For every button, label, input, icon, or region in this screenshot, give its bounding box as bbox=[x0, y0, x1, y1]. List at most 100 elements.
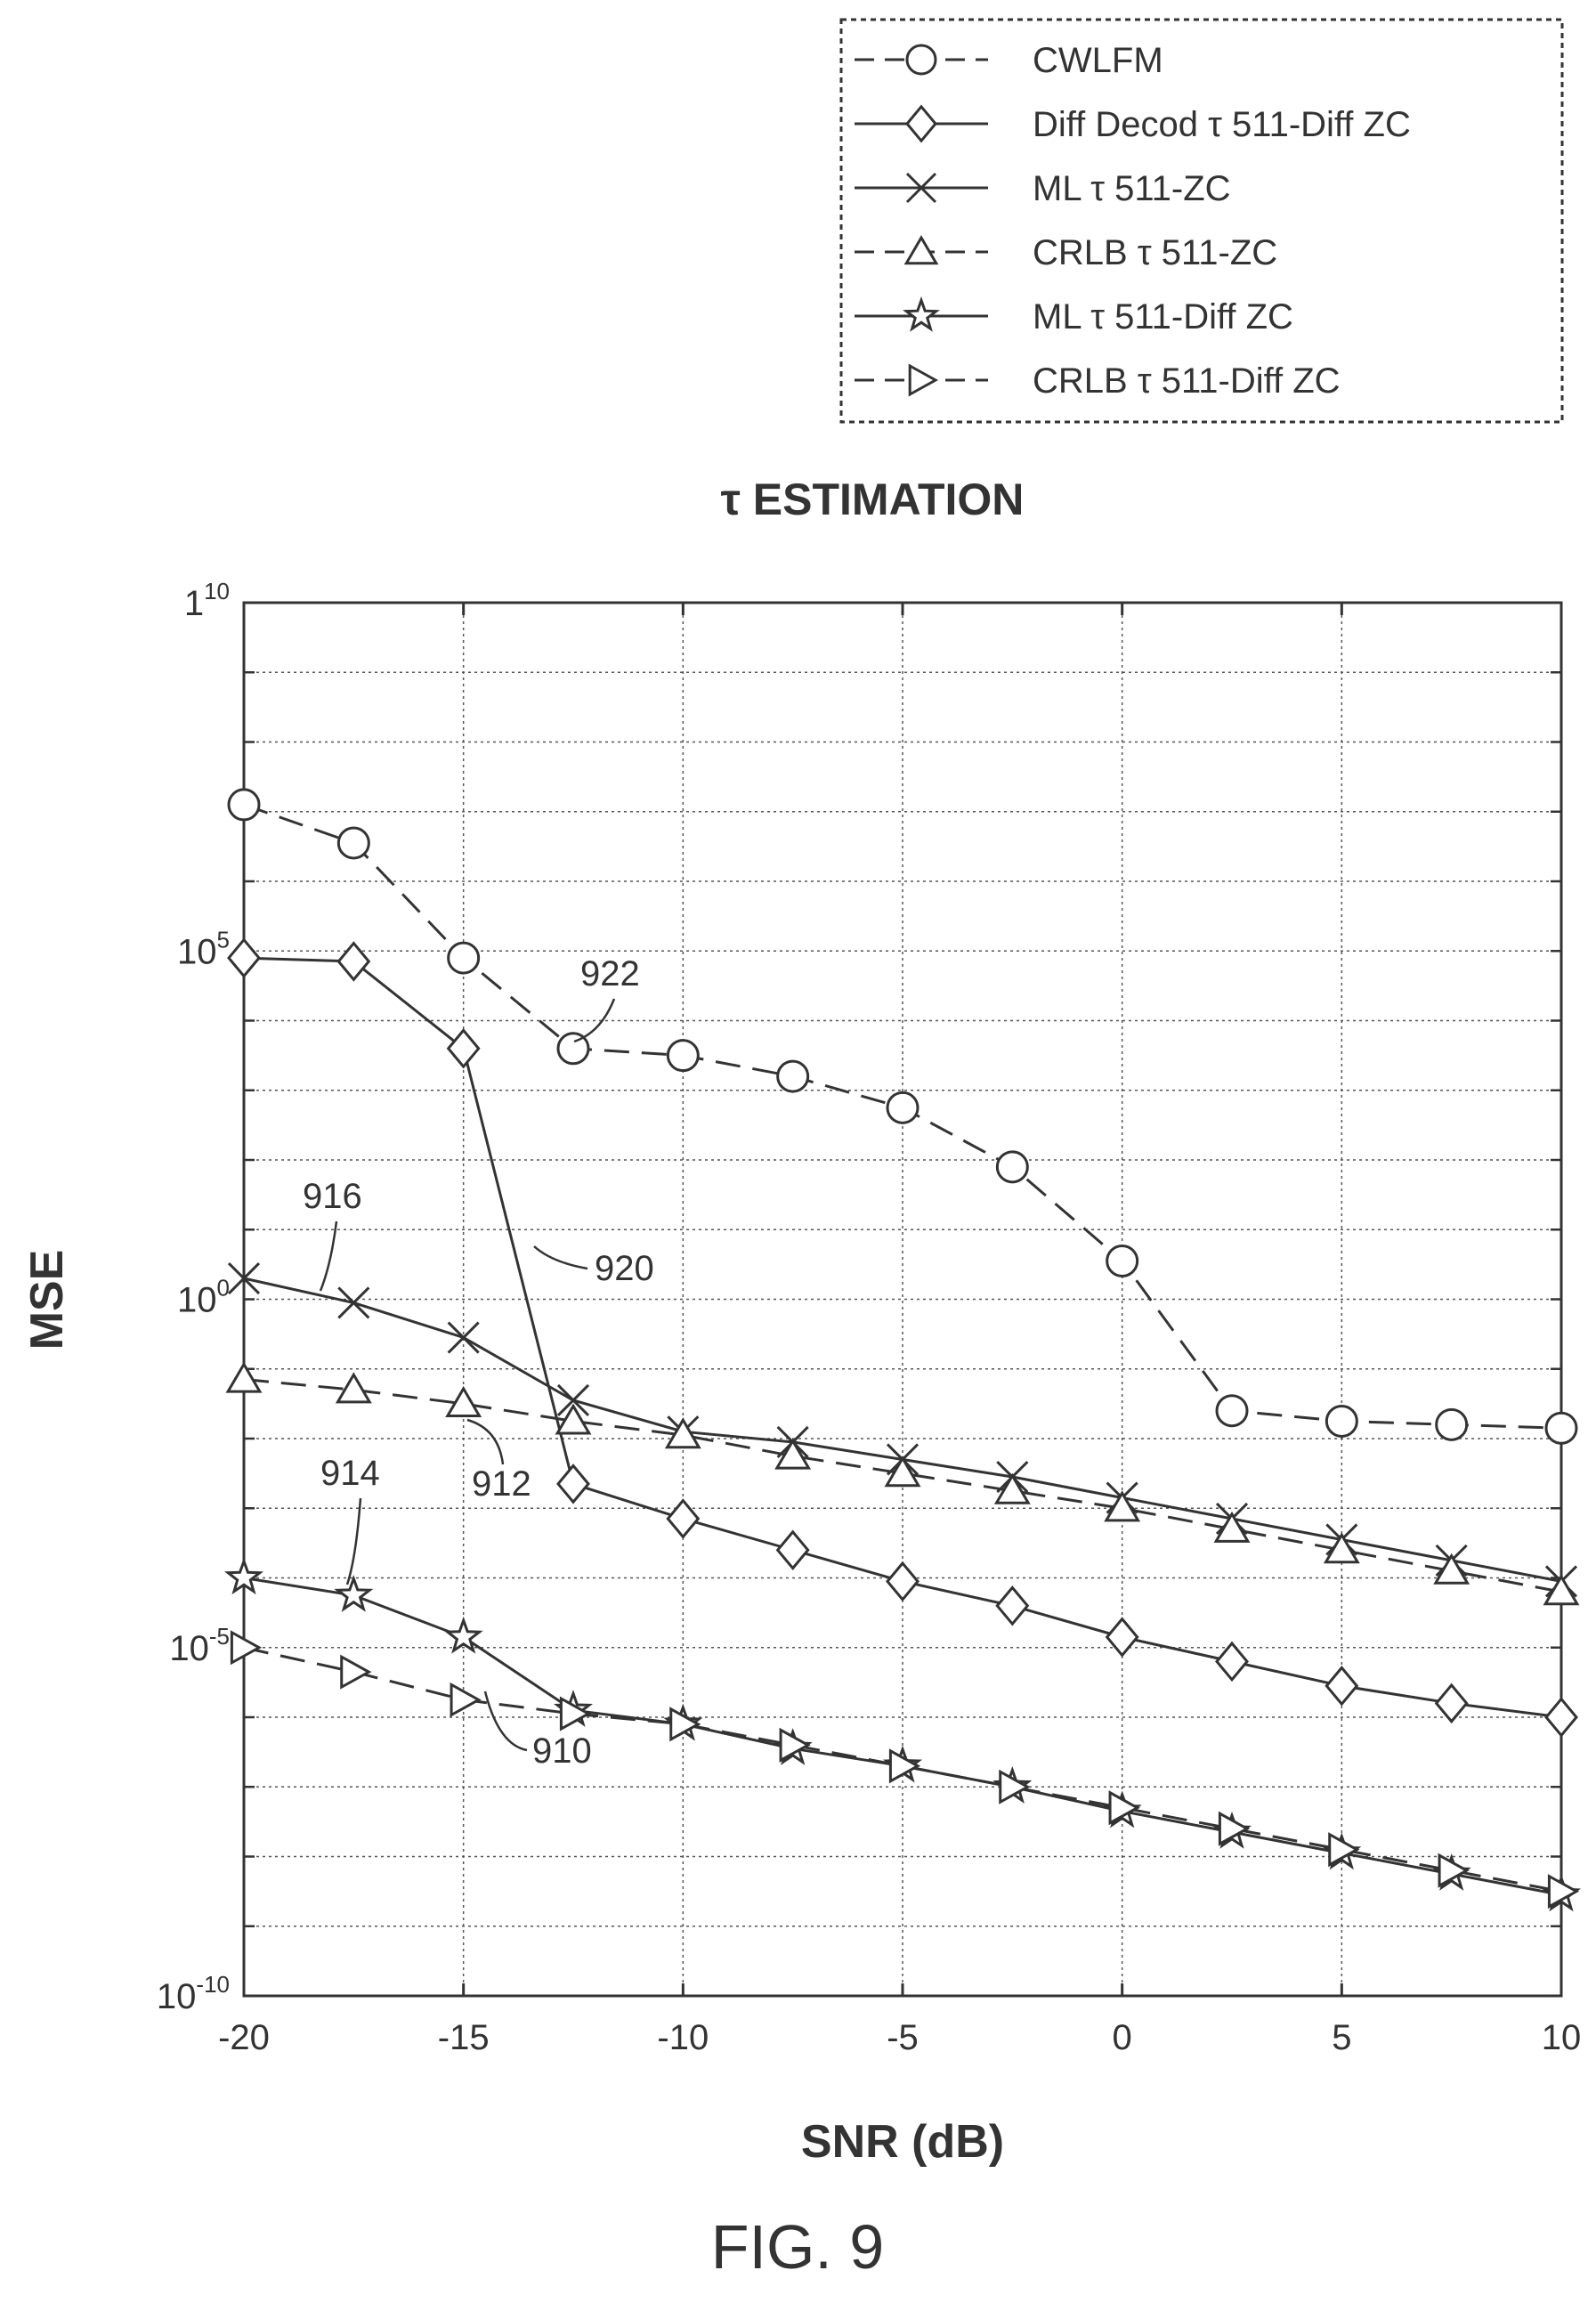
annotation-leader bbox=[533, 1245, 588, 1270]
annotation-leader bbox=[466, 1418, 505, 1465]
annotation-callout: 916 bbox=[303, 1177, 362, 1292]
annotation-label: 916 bbox=[303, 1177, 362, 1216]
data-point bbox=[888, 1748, 921, 1784]
data-point bbox=[1105, 1617, 1139, 1658]
data-point bbox=[1544, 1697, 1578, 1738]
series-diamond bbox=[227, 937, 1578, 1738]
annotation-label: 910 bbox=[532, 1731, 592, 1771]
data-point bbox=[556, 1383, 590, 1417]
legend-frame bbox=[839, 18, 1564, 424]
legend-marker bbox=[903, 296, 940, 332]
annotation-callout: 910 bbox=[483, 1691, 592, 1771]
x-tick-label: -15 bbox=[438, 2018, 490, 2057]
data-point bbox=[666, 1498, 701, 1539]
data-point bbox=[884, 1456, 921, 1488]
annotation-label: 920 bbox=[595, 1249, 654, 1288]
data-point bbox=[556, 1032, 590, 1066]
data-point bbox=[1108, 1790, 1140, 1826]
data-point bbox=[1544, 1411, 1578, 1445]
data-point bbox=[995, 1150, 1029, 1184]
data-point bbox=[779, 1727, 811, 1763]
data-point bbox=[559, 1696, 592, 1731]
data-point bbox=[227, 1261, 261, 1295]
series-triangle bbox=[225, 1361, 1580, 1606]
legend-marker bbox=[908, 363, 939, 397]
figure-label: FIG. 9 bbox=[711, 2212, 884, 2282]
legend-marker bbox=[905, 172, 937, 204]
annotation-label: 914 bbox=[320, 1454, 380, 1493]
annotation-callout: 912 bbox=[466, 1418, 531, 1504]
data-point bbox=[1213, 1511, 1251, 1543]
data-point bbox=[886, 1561, 920, 1602]
data-point bbox=[335, 1372, 372, 1404]
legend-label: Diff Decod τ 511-Diff ZC bbox=[1033, 105, 1411, 144]
data-point bbox=[1325, 1666, 1359, 1707]
data-point bbox=[664, 1417, 701, 1449]
data-point bbox=[775, 1529, 810, 1570]
annotation-leader bbox=[345, 1497, 362, 1585]
y-tick-label: 100 bbox=[177, 1275, 230, 1320]
data-point bbox=[224, 1557, 263, 1595]
data-point bbox=[1106, 1244, 1139, 1277]
chart-title: τ ESTIMATION bbox=[721, 474, 1025, 524]
annotation-callout: 922 bbox=[573, 954, 640, 1043]
legend: CWLFM Diff Decod τ 511-Diff ZC ML τ 511-ZC… bbox=[839, 18, 1564, 424]
data-point bbox=[1215, 1394, 1249, 1428]
data-point bbox=[1215, 1641, 1249, 1683]
data-point bbox=[666, 1039, 700, 1073]
series-layer bbox=[224, 788, 1581, 1912]
annotation-leader bbox=[319, 1220, 338, 1292]
data-point bbox=[1434, 1683, 1469, 1724]
annotation-callout: 914 bbox=[320, 1454, 380, 1585]
legend-label: ML τ 511-Diff ZC bbox=[1033, 297, 1293, 337]
data-point bbox=[556, 1464, 590, 1504]
annotation-label: 922 bbox=[580, 954, 640, 993]
data-point bbox=[447, 941, 481, 975]
x-tick-label: -5 bbox=[887, 2018, 919, 2057]
y-tick-label: 105 bbox=[177, 926, 230, 971]
legend-label: CRLB τ 511-ZC bbox=[1033, 233, 1277, 272]
data-point bbox=[447, 1321, 480, 1354]
annotation-leader bbox=[483, 1691, 528, 1752]
data-point bbox=[446, 1028, 481, 1069]
data-point bbox=[227, 788, 261, 822]
data-point bbox=[443, 1616, 483, 1654]
grid-lines bbox=[243, 602, 1562, 1997]
legend-label: CRLB τ 511-Diff ZC bbox=[1033, 361, 1341, 401]
data-point bbox=[999, 1769, 1031, 1804]
series-triangle-right bbox=[230, 1630, 1580, 1910]
data-point bbox=[336, 826, 370, 860]
data-point bbox=[1104, 1490, 1141, 1522]
data-point bbox=[993, 1472, 1031, 1504]
axis-ticks: -20 -15 -10 -5 0 5 10 10-10 10-5 100 105 110 bbox=[157, 578, 1581, 2057]
annotation-leader bbox=[573, 998, 616, 1043]
annotations: 922 920 916 912 914 910 bbox=[303, 954, 654, 1771]
data-point bbox=[774, 1438, 812, 1470]
data-point bbox=[337, 1286, 370, 1319]
legend-label: ML τ 511-ZC bbox=[1033, 169, 1231, 208]
x-tick-label: 10 bbox=[1542, 2018, 1582, 2057]
data-point bbox=[776, 1059, 810, 1093]
annotation-label: 912 bbox=[472, 1464, 531, 1504]
data-point bbox=[230, 1630, 263, 1666]
data-point bbox=[886, 1091, 920, 1124]
x-tick-label: 0 bbox=[1113, 2018, 1132, 2057]
legend-marker bbox=[905, 44, 937, 76]
legend-entry: ML τ 511-ZC bbox=[855, 169, 1231, 208]
legend-label: CWLFM bbox=[1033, 41, 1163, 80]
x-tick-label: 5 bbox=[1332, 2018, 1351, 2057]
legend-entry: CWLFM bbox=[855, 41, 1163, 80]
legend-marker bbox=[905, 104, 937, 143]
y-axis-label: MSE bbox=[21, 1250, 73, 1350]
y-tick-label: 110 bbox=[184, 578, 230, 623]
data-point bbox=[995, 1585, 1030, 1626]
data-point bbox=[1325, 1404, 1358, 1438]
data-point bbox=[340, 1654, 372, 1690]
y-tick-label: 10-10 bbox=[157, 1971, 230, 2016]
data-point bbox=[334, 1574, 374, 1612]
annotation-callout: 920 bbox=[533, 1245, 654, 1288]
data-point bbox=[227, 937, 261, 978]
data-point bbox=[1547, 1874, 1580, 1910]
data-point bbox=[669, 1707, 701, 1742]
